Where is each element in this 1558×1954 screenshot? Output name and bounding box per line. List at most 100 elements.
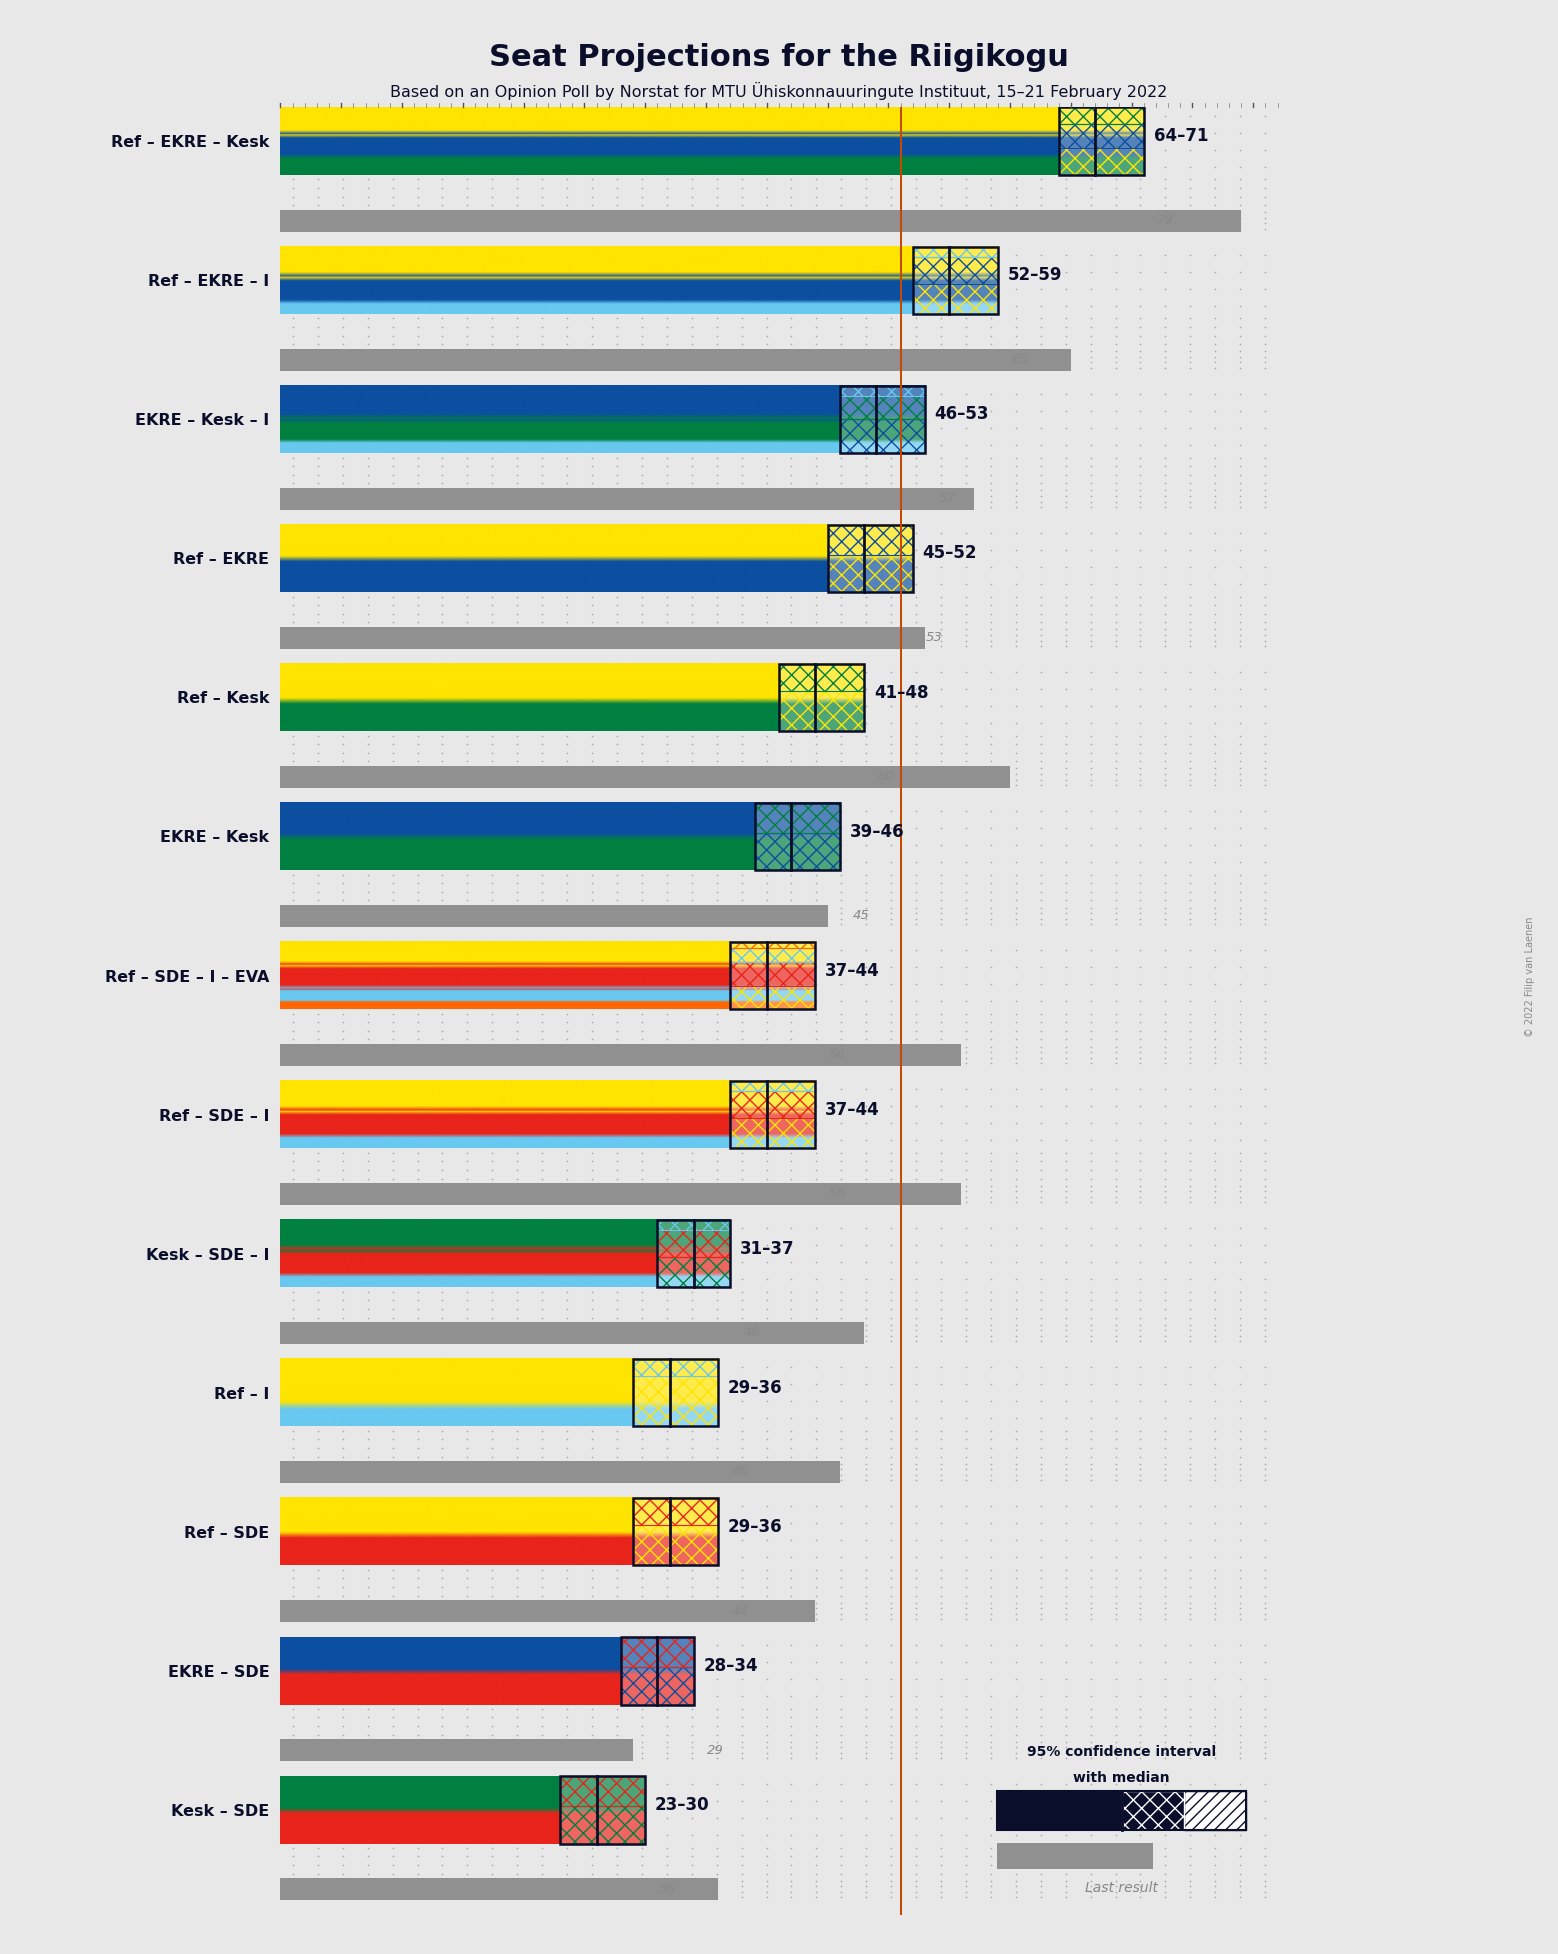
Point (754, 897, 779, 928)
Point (1003, 1047, 1028, 1079)
Point (1178, 1630, 1203, 1661)
Point (1153, 885, 1178, 916)
Point (455, 490, 480, 522)
Point (405, 1737, 430, 1768)
Point (854, 690, 879, 721)
Point (380, 213, 405, 244)
Point (978, 1124, 1003, 1155)
Point (804, 828, 829, 860)
Point (779, 1006, 804, 1038)
Point (704, 625, 729, 657)
Point (1253, 909, 1278, 940)
Point (405, 135, 430, 166)
Point (405, 533, 430, 565)
Point (729, 657, 754, 688)
Point (654, 1663, 679, 1694)
Point (355, 1163, 380, 1194)
Point (280, 1604, 305, 1635)
Point (629, 336, 654, 367)
Point (330, 1041, 355, 1073)
Point (854, 813, 879, 844)
Point (1228, 619, 1253, 651)
Point (530, 1448, 555, 1479)
Point (654, 1385, 679, 1417)
Point (580, 1073, 605, 1104)
Point (754, 551, 779, 582)
Point (380, 1737, 405, 1768)
Point (1103, 1710, 1128, 1741)
Point (704, 1186, 729, 1217)
Point (330, 1870, 355, 1901)
Point (804, 274, 829, 305)
Point (355, 518, 380, 549)
Point (405, 289, 430, 320)
Point (679, 1032, 704, 1063)
Point (405, 1508, 430, 1540)
Point (1128, 1542, 1153, 1573)
Point (455, 150, 480, 182)
Point (854, 1542, 879, 1573)
Point (505, 1186, 530, 1217)
Point (480, 1385, 505, 1417)
Point (953, 1819, 978, 1850)
Point (1178, 190, 1203, 221)
Point (430, 1440, 455, 1471)
Point (380, 256, 405, 287)
Point (1228, 1024, 1253, 1055)
Point (1003, 795, 1028, 827)
Point (1228, 1176, 1253, 1208)
Point (1253, 969, 1278, 1000)
Point (978, 764, 1003, 795)
Point (704, 1032, 729, 1063)
Point (904, 1524, 929, 1555)
Point (1253, 1491, 1278, 1522)
Point (1128, 1680, 1153, 1712)
Point (455, 430, 480, 461)
Point (654, 430, 679, 461)
Bar (827, 524, 913, 555)
Point (929, 1264, 953, 1296)
Point (729, 1587, 754, 1618)
Point (904, 197, 929, 229)
Point (829, 1432, 854, 1464)
Point (1103, 1460, 1128, 1491)
Point (1053, 442, 1078, 473)
Point (879, 1301, 904, 1333)
Point (1103, 1841, 1128, 1872)
Point (330, 1385, 355, 1417)
Point (1003, 569, 1028, 600)
Point (978, 1137, 1003, 1168)
Point (929, 117, 953, 149)
Point (953, 1294, 978, 1325)
Point (953, 336, 978, 367)
Point (1003, 846, 1028, 877)
Point (455, 1725, 480, 1757)
Point (1128, 707, 1153, 739)
Point (904, 1647, 929, 1678)
Point (629, 998, 654, 1030)
Point (1103, 758, 1128, 789)
Point (405, 758, 430, 789)
Point (405, 674, 430, 705)
Point (804, 1768, 829, 1800)
Point (629, 1276, 654, 1307)
Point (629, 1090, 654, 1122)
Point (580, 1090, 605, 1122)
Point (555, 1563, 580, 1594)
Point (679, 1630, 704, 1661)
Point (879, 608, 904, 639)
Point (1228, 336, 1253, 367)
Bar (280, 348, 1278, 371)
Point (704, 875, 729, 907)
Point (779, 1385, 804, 1417)
Point (1103, 1155, 1128, 1186)
Point (904, 1876, 929, 1907)
Point (804, 1124, 829, 1155)
Point (704, 442, 729, 473)
Point (280, 657, 305, 688)
Point (1253, 1587, 1278, 1618)
Point (754, 100, 779, 131)
Point (629, 1720, 654, 1751)
Point (355, 860, 380, 891)
Point (430, 1848, 455, 1880)
